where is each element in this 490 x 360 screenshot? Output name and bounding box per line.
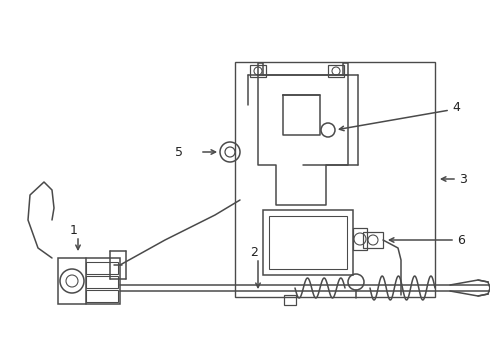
Text: 3: 3 (459, 172, 467, 185)
Text: 4: 4 (452, 100, 460, 113)
Bar (269, 216, 347, 269)
Bar (86, 262, 118, 274)
Bar (363, 232, 383, 248)
Text: 5: 5 (175, 145, 183, 158)
Text: 2: 2 (250, 246, 258, 258)
Bar (353, 228, 367, 250)
Text: 1: 1 (70, 224, 78, 237)
Bar (86, 290, 118, 302)
Bar (263, 210, 353, 275)
Text: 6: 6 (457, 234, 465, 247)
Bar (235, 62, 435, 297)
Bar (250, 65, 266, 77)
Bar (58, 258, 120, 304)
Bar (284, 295, 296, 305)
Bar (86, 276, 118, 288)
Bar (328, 65, 344, 77)
